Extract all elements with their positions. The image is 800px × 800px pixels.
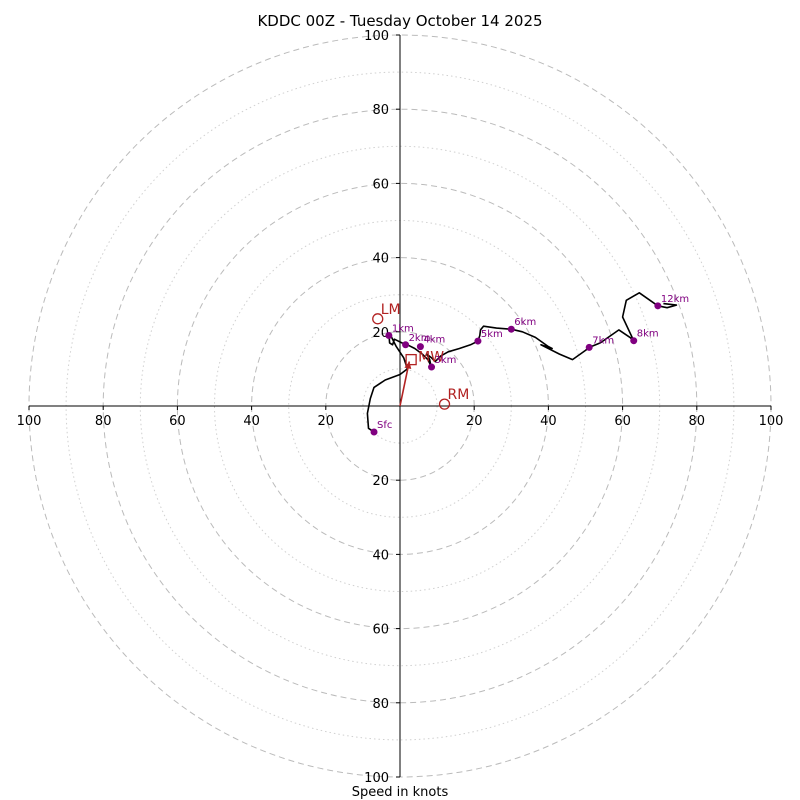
storm-motion-label: RM [448,387,470,403]
y-tick-label: 80 [372,697,389,712]
x-tick-label: 40 [540,414,557,429]
y-tick-label: 100 [364,771,389,786]
hodograph-trace-group [366,291,678,433]
height-marker-dot [416,343,424,351]
x-tick-label: 80 [689,414,706,429]
x-tick-label: 100 [17,414,42,429]
x-tick-label: 60 [614,414,631,429]
height-marker-dot [385,332,393,340]
y-tick-label: 20 [372,474,389,489]
mean-wind-label: MW [418,350,444,366]
height-marker-label: 8km [637,329,659,340]
height-marker-label: 2km [409,333,431,344]
height-marker-dot [585,343,593,351]
mean-wind-marker [405,353,417,366]
tick-labels: 100 80 60 40 20 20 40 60 80 100 100 80 60 40 20 20 40 60 8… [17,29,784,786]
x-tick-label: 40 [243,414,260,429]
storm-motion-label: LM [381,302,401,318]
height-marker-label: 1km [392,324,414,335]
y-tick-label: 80 [372,103,389,118]
height-marker-dot [402,341,410,349]
height-marker-label: 12km [661,294,689,305]
hodograph-trace [366,291,678,433]
height-marker-label: 3km [435,355,457,366]
y-tick-label: 20 [372,326,389,341]
height-marker-label: 6km [514,317,536,328]
x-tick-label: 20 [466,414,483,429]
storm-motion-group: MW LM RM [372,302,470,410]
x-axis-label: Speed in knots [352,785,449,800]
storm-motion-marker [372,313,384,325]
height-marker-dot [474,337,482,345]
height-marker-label: 7km [592,335,614,346]
y-tick-label: 60 [372,623,389,638]
height-marker-dot [630,337,638,345]
storm-motion-marker [438,398,451,410]
height-marker-dot [428,363,436,371]
chart-title: KDDC 00Z - Tuesday October 14 2025 [257,12,542,30]
y-tick-label: 60 [372,177,389,192]
height-marker-label: Sfc [377,420,392,431]
x-tick-label: 100 [759,414,784,429]
x-tick-label: 80 [95,414,112,429]
height-marker-label: 5km [481,329,503,340]
y-tick-label: 40 [372,548,389,563]
x-tick-label: 20 [318,414,335,429]
height-marker-dot [507,325,515,333]
x-tick-label: 60 [169,414,186,429]
height-marker-label: 4km [423,335,445,346]
y-tick-label: 100 [364,29,389,44]
height-marker-dot [654,302,662,310]
y-tick-label: 40 [372,252,389,267]
mean-wind-vector [399,361,411,407]
height-marker-dot [370,428,378,436]
